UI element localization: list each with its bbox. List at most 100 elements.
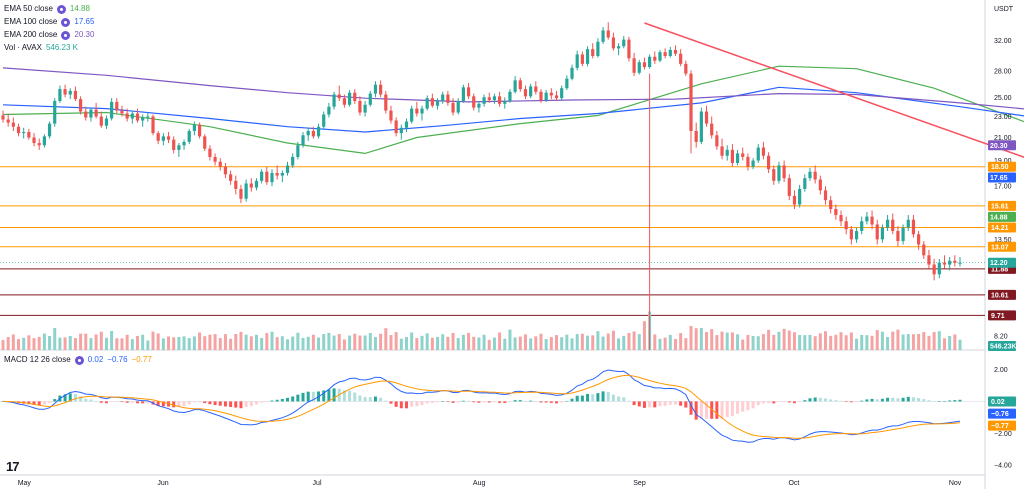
candle-body[interactable]	[316, 126, 321, 137]
candle-body[interactable]	[782, 165, 786, 179]
candle-body[interactable]	[885, 219, 890, 228]
candle-body[interactable]	[911, 219, 916, 235]
candle-body[interactable]	[146, 116, 150, 118]
candle-body[interactable]	[704, 111, 709, 124]
candle-body[interactable]	[358, 100, 362, 113]
candle-body[interactable]	[534, 86, 538, 92]
candle-body[interactable]	[927, 255, 931, 265]
candle-body[interactable]	[172, 139, 176, 150]
candle-body[interactable]	[234, 180, 238, 189]
candle-body[interactable]	[648, 56, 652, 68]
candle-body[interactable]	[942, 262, 947, 265]
candle-body[interactable]	[901, 227, 905, 242]
candle-body[interactable]	[73, 90, 78, 100]
candle-body[interactable]	[653, 56, 657, 61]
candle-body[interactable]	[849, 229, 853, 240]
candle-body[interactable]	[135, 113, 140, 121]
candle-body[interactable]	[735, 153, 740, 163]
candle-body[interactable]	[591, 49, 595, 56]
candle-body[interactable]	[104, 118, 109, 126]
candle-body[interactable]	[570, 67, 574, 79]
candle-body[interactable]	[53, 100, 57, 124]
candle-body[interactable]	[187, 130, 191, 142]
descending-trendline[interactable]	[644, 22, 1024, 253]
candle-body[interactable]	[110, 101, 114, 119]
candle-body[interactable]	[560, 88, 564, 99]
candle-body[interactable]	[68, 90, 72, 95]
candle-body[interactable]	[280, 173, 284, 176]
candle-body[interactable]	[798, 188, 802, 205]
candle-body[interactable]	[78, 99, 83, 112]
candle-body[interactable]	[466, 87, 471, 97]
candle-body[interactable]	[854, 230, 859, 240]
candle-body[interactable]	[451, 102, 455, 113]
candle-body[interactable]	[632, 58, 636, 73]
candle-body[interactable]	[565, 78, 569, 89]
candle-body[interactable]	[223, 166, 228, 175]
candle-body[interactable]	[668, 49, 672, 56]
candle-body[interactable]	[880, 227, 885, 240]
candle-body[interactable]	[642, 62, 647, 68]
candle-body[interactable]	[492, 96, 497, 101]
candle-body[interactable]	[860, 221, 864, 231]
candle-body[interactable]	[756, 147, 760, 161]
candle-body[interactable]	[891, 219, 895, 231]
candle-body[interactable]	[229, 174, 233, 181]
candle-body[interactable]	[679, 53, 683, 64]
candle-body[interactable]	[746, 156, 750, 167]
candle-body[interactable]	[363, 104, 367, 113]
candle-body[interactable]	[394, 120, 398, 134]
candle-body[interactable]	[254, 180, 259, 188]
candle-body[interactable]	[47, 123, 52, 137]
candle-body[interactable]	[839, 215, 843, 222]
candle-body[interactable]	[425, 98, 429, 109]
candle-body[interactable]	[787, 178, 791, 196]
candle-body[interactable]	[177, 145, 181, 150]
candle-body[interactable]	[373, 84, 378, 94]
candle-body[interactable]	[554, 95, 559, 99]
candle-body[interactable]	[932, 264, 936, 275]
candle-body[interactable]	[596, 41, 600, 56]
candle-body[interactable]	[544, 92, 548, 101]
candle-body[interactable]	[94, 109, 98, 117]
candle-body[interactable]	[482, 97, 486, 104]
candle-body[interactable]	[99, 116, 103, 126]
candle-body[interactable]	[120, 110, 124, 114]
trend-layer[interactable]	[644, 22, 1024, 350]
candle-body[interactable]	[813, 171, 817, 180]
candle-layer[interactable]	[1, 22, 962, 281]
candle-body[interactable]	[829, 200, 833, 209]
candle-body[interactable]	[529, 86, 533, 97]
candle-body[interactable]	[182, 141, 186, 146]
candle-body[interactable]	[327, 106, 331, 115]
candle-body[interactable]	[472, 96, 476, 108]
candle-body[interactable]	[803, 178, 807, 189]
candle-body[interactable]	[197, 124, 202, 137]
candle-body[interactable]	[260, 171, 264, 181]
candle-body[interactable]	[616, 46, 621, 49]
candle-body[interactable]	[699, 111, 703, 142]
candle-body[interactable]	[823, 190, 828, 201]
candle-body[interactable]	[306, 130, 310, 136]
candle-body[interactable]	[379, 84, 383, 95]
candle-body[interactable]	[663, 52, 667, 56]
candle-body[interactable]	[115, 101, 119, 111]
candle-body[interactable]	[441, 94, 445, 101]
legend-macd[interactable]: MACD 12 26 close 0.02 −0.76 −0.77	[4, 355, 152, 365]
candle-body[interactable]	[218, 161, 222, 167]
candle-body[interactable]	[725, 149, 729, 156]
candle-body[interactable]	[508, 91, 512, 101]
candle-body[interactable]	[285, 165, 290, 174]
candle-body[interactable]	[658, 52, 662, 61]
legend-ema100[interactable]: EMA 100 close 17.65	[4, 17, 94, 27]
candle-body[interactable]	[130, 113, 134, 119]
candle-body[interactable]	[730, 149, 734, 163]
candle-body[interactable]	[606, 30, 610, 38]
candle-body[interactable]	[301, 135, 305, 146]
candle-body[interactable]	[37, 143, 41, 146]
candle-body[interactable]	[503, 100, 507, 104]
candle-body[interactable]	[249, 183, 253, 188]
candle-body[interactable]	[265, 171, 269, 183]
candle-body[interactable]	[937, 262, 941, 275]
candle-body[interactable]	[446, 94, 450, 103]
